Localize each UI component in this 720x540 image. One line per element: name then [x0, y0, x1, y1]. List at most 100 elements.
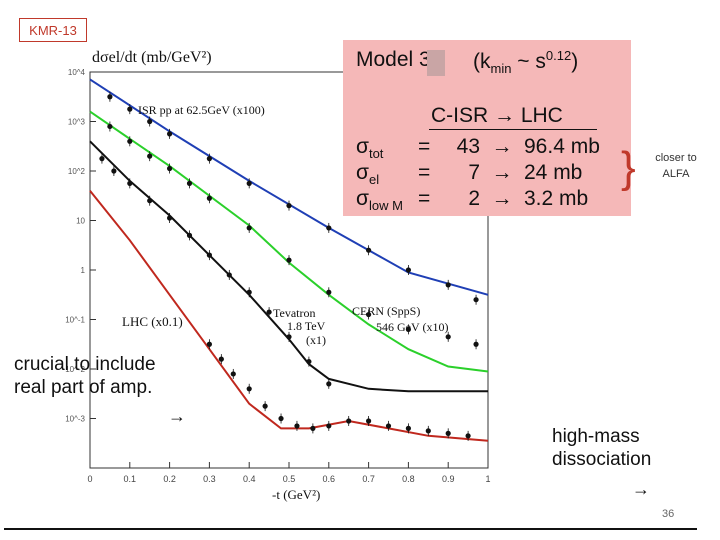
row-arrow: → [491, 187, 513, 210]
kmin-formula: (kmin ~ s0.12) [473, 48, 578, 76]
row-from: 43 [456, 135, 480, 158]
y-tick-label: 10^2 [68, 167, 86, 176]
row-arrow: → [491, 135, 513, 158]
bottom-rule [4, 528, 697, 530]
data-point [107, 94, 113, 100]
y-tick-label: 10^-2 [65, 365, 85, 374]
row-from: 2 [468, 187, 480, 210]
data-point [405, 267, 411, 273]
data-point [306, 358, 312, 365]
annotation-cern-energy: 546 GeV (x10) [376, 320, 448, 334]
row-sigma-el: σel = 7 → 24 mb [356, 161, 582, 187]
data-point [366, 311, 372, 318]
data-point [425, 428, 431, 434]
data-point [366, 247, 372, 253]
data-point [127, 138, 133, 144]
closer-to-alfa-note: closer to ALFA [655, 152, 697, 180]
high-mass-line-2: dissociation [552, 449, 652, 470]
header-underline [429, 129, 597, 130]
arrow-icon: → [168, 406, 186, 426]
kmin-sub: min [490, 61, 512, 77]
data-point [167, 215, 173, 221]
row-symbol: σel [356, 161, 380, 188]
row-sigma-tot: σtot = 43 → 96.4 mb [356, 135, 600, 161]
x-tick-label: 0.2 [163, 474, 176, 484]
data-point [167, 165, 173, 172]
y-tick-label: 10^-1 [65, 316, 85, 325]
arrow-icon: → [632, 479, 650, 499]
row-symbol: σlow M [356, 187, 403, 214]
data-point [294, 423, 300, 429]
data-point [246, 225, 252, 231]
kmin-close: ) [571, 50, 579, 73]
high-mass-note: high-mass dissociation [552, 425, 651, 471]
data-point [186, 232, 193, 238]
annotation-isr: ISR pp at 62.5GeV (x100) [138, 103, 265, 117]
x-tick-label: 0.9 [442, 474, 455, 484]
data-point [385, 423, 392, 429]
data-point [246, 180, 252, 186]
data-point [147, 118, 153, 125]
high-mass-line-1: high-mass [552, 426, 640, 447]
crucial-line-1: crucial to include [14, 354, 156, 375]
y-tick-label: 1 [81, 266, 86, 275]
x-tick-label: 0.4 [243, 474, 256, 484]
page-number: 36 [662, 508, 675, 520]
kmin-exp: 0.12 [545, 48, 572, 63]
annotation-tevatron-energy: 1.8 TeV [287, 319, 326, 333]
data-point [206, 252, 212, 258]
slide-tag: KMR-13 [19, 18, 87, 42]
data-point [445, 430, 451, 436]
data-point [465, 433, 471, 439]
row-symbol: σtot [356, 135, 384, 162]
data-point [326, 423, 332, 429]
row-arrow: → [491, 161, 513, 184]
x-tick-label: 0.5 [283, 474, 296, 484]
row-to: 24 mb [524, 161, 583, 184]
annotation-lhc: LHC (x0.1) [122, 314, 183, 329]
data-point [266, 309, 272, 315]
data-point [226, 272, 232, 278]
crucial-note: crucial to include real part of amp. [14, 353, 156, 399]
data-point [147, 198, 153, 204]
data-point [405, 326, 411, 332]
row-sigma-lowm: σlow M = 2 → 3.2 mb [356, 187, 588, 213]
data-point [366, 418, 372, 424]
row-equals: = [418, 187, 431, 210]
kmin-rest: ~ s [511, 50, 546, 73]
data-point [473, 341, 479, 347]
data-point [206, 195, 212, 201]
x-tick-label: 0.6 [323, 474, 336, 484]
x-tick-label: 0.3 [203, 474, 216, 484]
x-axis-label: -t (GeV²) [272, 487, 320, 502]
crucial-line-2: real part of amp. [14, 377, 153, 398]
data-point [326, 225, 332, 231]
data-point [99, 156, 105, 162]
data-point [278, 415, 284, 422]
x-tick-label: 1 [485, 474, 490, 484]
data-point [186, 180, 193, 186]
y-tick-label: 10^-3 [65, 415, 85, 424]
data-point [206, 156, 212, 162]
x-tick-label: 0.7 [362, 474, 375, 484]
row-to: 3.2 mb [524, 187, 589, 210]
data-point [167, 131, 173, 137]
x-tick-label: 0.1 [124, 474, 137, 484]
data-point [405, 425, 411, 431]
data-point [246, 386, 252, 392]
kmin-open: (k [473, 50, 491, 73]
data-point [127, 106, 133, 112]
model-header: C-ISR → LHC [431, 104, 563, 127]
data-point [286, 257, 292, 263]
chart-title: dσel/dt (mb/GeV²) [92, 49, 212, 66]
data-point [111, 168, 117, 174]
data-point [206, 341, 212, 347]
data-point [473, 297, 479, 303]
y-tick-label: 10 [76, 217, 85, 226]
data-point [286, 203, 292, 209]
y-tick-label: 10^4 [68, 68, 86, 77]
model-number-mask [427, 50, 445, 76]
data-point [127, 180, 133, 186]
data-point [445, 282, 451, 288]
